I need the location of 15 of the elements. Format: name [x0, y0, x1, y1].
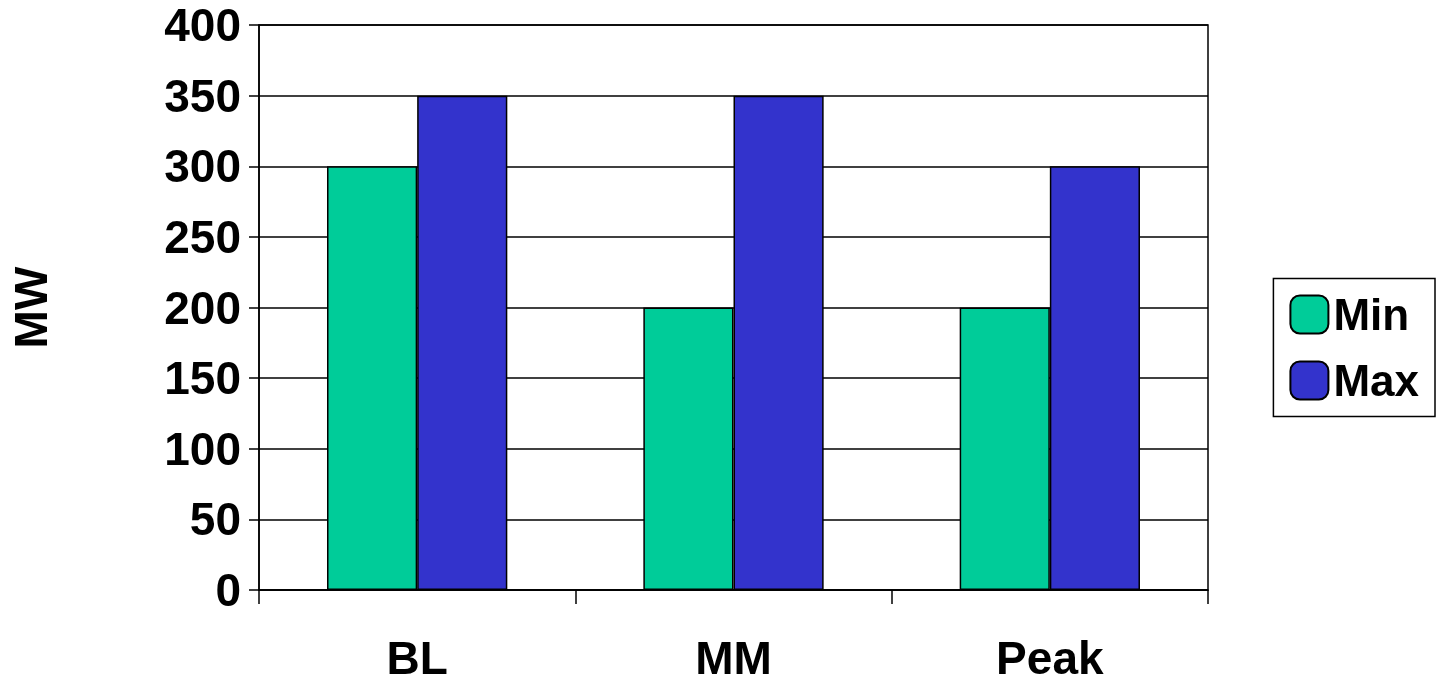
legend-label: Max — [1333, 356, 1420, 405]
x-tick-label: MM — [695, 632, 772, 684]
y-axis-title: MW — [5, 266, 57, 349]
y-tick-label: 350 — [164, 69, 241, 122]
y-tick-label: 300 — [164, 140, 241, 193]
y-tick-label: 50 — [189, 493, 241, 546]
y-tick-label: 250 — [164, 210, 241, 263]
legend-label: Min — [1333, 290, 1410, 339]
y-tick-label: 200 — [164, 281, 241, 334]
x-tick-label: BL — [386, 632, 448, 684]
y-tick-label: 0 — [215, 564, 241, 616]
y-tick-label: 400 — [164, 0, 241, 51]
y-tick-label: 150 — [164, 352, 241, 405]
x-tick-label: Peak — [996, 632, 1104, 684]
y-tick-label: 100 — [164, 422, 241, 475]
